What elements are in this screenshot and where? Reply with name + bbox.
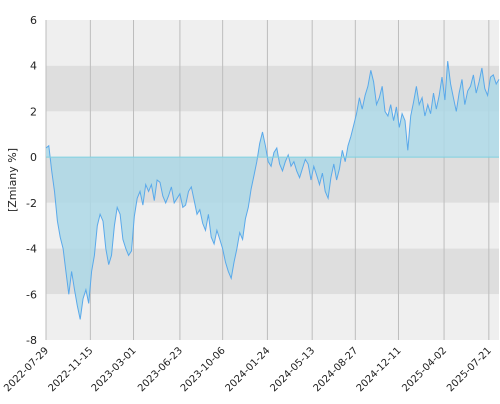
y-tick-label-6: 6 bbox=[30, 14, 37, 27]
band-6-to-4 bbox=[46, 20, 499, 66]
y-tick-label-2: 2 bbox=[30, 105, 37, 118]
band--6-to--8 bbox=[46, 294, 499, 340]
band--4-to--6 bbox=[46, 248, 499, 295]
band-4-to-2 bbox=[46, 65, 499, 112]
x-tick-label-2025-04-02: 2025-04-02 bbox=[400, 345, 449, 394]
area-fill-layer bbox=[46, 61, 499, 320]
series-area-fill bbox=[46, 61, 499, 320]
x-tick-label-2022-07-29: 2022-07-29 bbox=[2, 345, 51, 394]
y-tick-label--8: -8 bbox=[26, 334, 37, 347]
x-tick-label-2024-05-13: 2024-05-13 bbox=[268, 345, 317, 394]
x-tick-label-2023-10-06: 2023-10-06 bbox=[179, 345, 228, 394]
x-tick-label-2023-06-23: 2023-06-23 bbox=[136, 345, 185, 394]
y-tick-label-0: 0 bbox=[30, 151, 37, 164]
y-tick-label--4: -4 bbox=[26, 243, 37, 256]
y-tick-label-4: 4 bbox=[30, 60, 37, 73]
x-tick-label-2024-08-27: 2024-08-27 bbox=[312, 345, 361, 394]
series-line bbox=[45, 61, 500, 320]
x-tick-label-2024-12-11: 2024-12-11 bbox=[355, 345, 404, 394]
x-tick-label-2024-01-24: 2024-01-24 bbox=[224, 345, 273, 394]
x-tick-label-2022-11-15: 2022-11-15 bbox=[47, 345, 96, 394]
x-tick-label-2025-07-21: 2025-07-21 bbox=[445, 345, 494, 394]
y-tick-label--2: -2 bbox=[26, 197, 37, 210]
y-axis-label: [Zmiany %] bbox=[6, 148, 19, 212]
x-tick-label-2023-03-01: 2023-03-01 bbox=[90, 345, 139, 394]
x-tick-labels: 2022-07-292022-11-152023-03-012023-06-23… bbox=[2, 345, 494, 394]
y-tick-label--6: -6 bbox=[26, 288, 37, 301]
series-line-layer bbox=[45, 61, 500, 320]
y-tick-labels: 6 4 2 0 -2 -4 -6 -8 bbox=[26, 14, 37, 347]
